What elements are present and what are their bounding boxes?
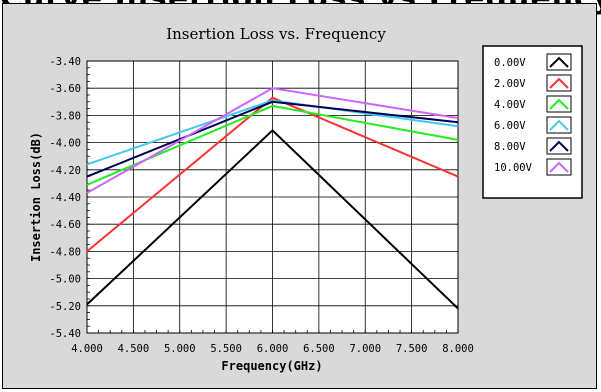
legend-swatch	[549, 161, 569, 173]
y-tick-label: -4.80	[49, 246, 81, 258]
y-tick-label: -4.20	[49, 165, 81, 177]
x-tick-label: 4.500	[118, 343, 150, 355]
axis-ticks: 4.000 4.500 5.000 5.500 6.000 6.500 7.000 7.500…	[49, 56, 473, 355]
legend-swatch-frame	[546, 53, 572, 71]
legend-label: 10.00V	[494, 162, 533, 174]
legend-swatch-frame	[546, 74, 572, 92]
legend-label: 8.00V	[494, 141, 526, 153]
legend-swatch-frame	[546, 158, 572, 176]
legend: 0.00V 2.00V 4.00V 6.00V 8.00V 10.00V	[494, 53, 572, 176]
x-tick-label: 4.000	[71, 343, 103, 355]
series-line-6.00V	[86, 99, 459, 166]
y-tick-label: -4.60	[49, 219, 81, 231]
legend-swatch-frame	[546, 116, 572, 134]
legend-swatch	[549, 56, 569, 68]
series-line-0.00V	[86, 129, 459, 310]
series-layer	[86, 87, 459, 310]
x-axis-label: Frequency(GHz)	[221, 359, 322, 373]
legend-label: 4.00V	[494, 99, 526, 111]
legend-swatch	[549, 140, 569, 152]
y-tick-label: -5.20	[49, 301, 81, 313]
legend-swatch	[549, 119, 569, 131]
y-tick-label: -5.40	[49, 328, 81, 340]
legend-swatch-frame	[546, 95, 572, 113]
x-tick-label: 7.500	[396, 343, 428, 355]
y-tick-label: -3.80	[49, 110, 81, 122]
legend-label: 6.00V	[494, 120, 526, 132]
y-tick-label: -4.40	[49, 192, 81, 204]
y-axis-label: Insertion Loss(dB)	[29, 132, 43, 262]
y-tick-label: -4.00	[49, 138, 81, 150]
y-tick-label: -5.00	[49, 274, 81, 286]
series-line-2.00V	[86, 96, 459, 253]
y-tick-label: -3.60	[49, 83, 81, 95]
legend-label: 0.00V	[494, 57, 526, 69]
series-line-10.00V	[86, 87, 459, 194]
x-tick-label: 5.000	[164, 343, 196, 355]
legend-swatch	[549, 98, 569, 110]
x-tick-label: 6.500	[303, 343, 335, 355]
legend-swatch-frame	[546, 137, 572, 155]
x-tick-label: 6.000	[257, 343, 289, 355]
legend-label: 2.00V	[494, 78, 526, 90]
y-tick-label: -3.40	[49, 56, 81, 68]
x-tick-label: 5.500	[210, 343, 242, 355]
chart-title: Insertion Loss vs. Frequency	[166, 25, 386, 43]
x-tick-label: 8.000	[442, 343, 474, 355]
series-line-8.00V	[86, 100, 459, 178]
x-tick-label: 7.000	[349, 343, 381, 355]
legend-swatch	[549, 77, 569, 89]
